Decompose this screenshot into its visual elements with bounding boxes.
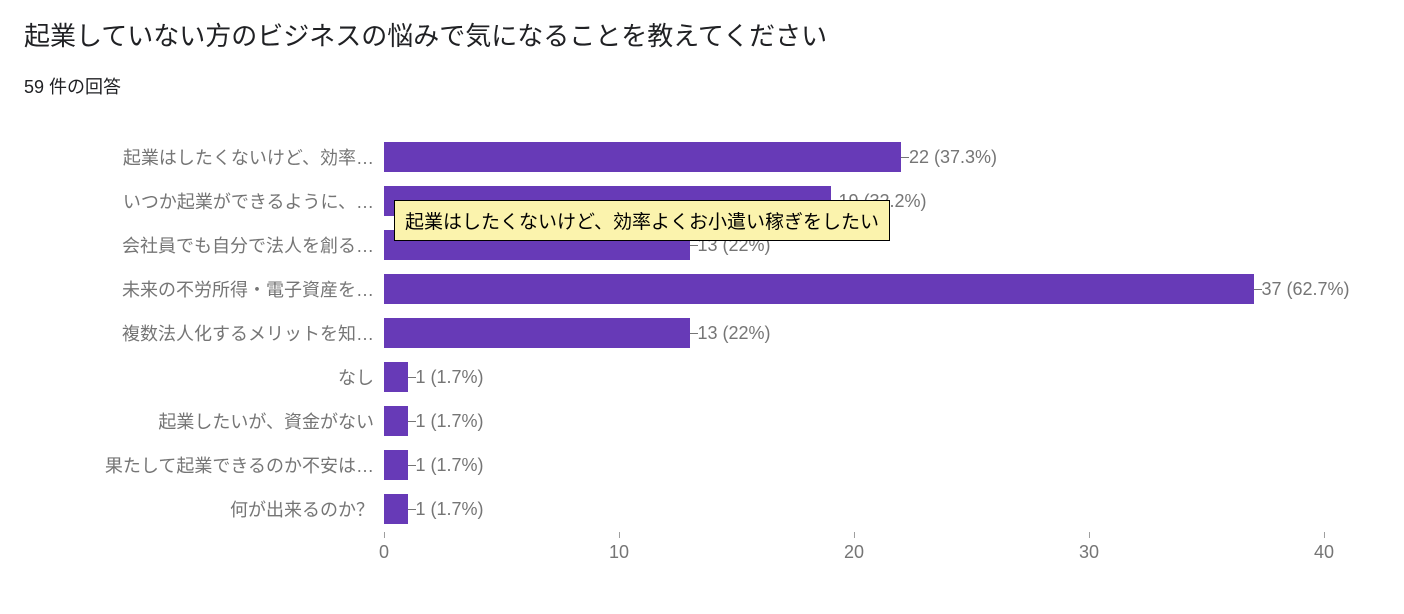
bar-value-label: 13 (22%) (698, 323, 771, 344)
survey-bar-chart: 起業はしたくないけど、効率…22 (37.3%)いつか起業ができるように、…19… (24, 135, 1380, 571)
value-tick (1254, 289, 1262, 290)
x-tick: 40 (1314, 532, 1334, 563)
y-label: 複数法人化するメリットを知… (24, 320, 384, 346)
x-tick: 30 (1079, 532, 1099, 563)
y-label: 何が出来るのか？ (24, 496, 384, 522)
y-label: なし (24, 364, 384, 390)
y-label: 起業はしたくないけど、効率… (24, 144, 384, 170)
chart-row: なし 1 (1.7%) (24, 355, 1380, 399)
response-count: 59 件の回答 (24, 73, 1380, 99)
y-label: 果たして起業できるのか不安は… (24, 452, 384, 478)
y-label: 未来の不労所得・電子資産を… (24, 276, 384, 302)
y-label: いつか起業ができるように、… (24, 188, 384, 214)
value-tick (408, 421, 416, 422)
x-tick: 20 (844, 532, 864, 563)
x-tick: 10 (609, 532, 629, 563)
value-tick (408, 509, 416, 510)
y-label: 会社員でも自分で法人を創る… (24, 232, 384, 258)
chart-row: 何が出来るのか？ 1 (1.7%) (24, 487, 1380, 531)
bar[interactable] (384, 274, 1254, 304)
x-axis: 010203040 (384, 531, 1324, 571)
x-tick-label: 30 (1079, 542, 1099, 563)
bar[interactable] (384, 406, 408, 436)
bar-value-label: 1 (1.7%) (416, 455, 484, 476)
bar-value-label: 1 (1.7%) (416, 499, 484, 520)
bar[interactable] (384, 362, 408, 392)
page-title: 起業していない方のビジネスの悩みで気になることを教えてください (24, 16, 1380, 53)
x-tick-label: 0 (379, 542, 389, 563)
value-tick (690, 333, 698, 334)
y-label: 起業したいが、資金がない (24, 408, 384, 434)
value-tick (408, 465, 416, 466)
value-tick (408, 377, 416, 378)
chart-row: 果たして起業できるのか不安は… 1 (1.7%) (24, 443, 1380, 487)
chart-row: 未来の不労所得・電子資産を… 37 (62.7%) (24, 267, 1380, 311)
bar-value-label: 1 (1.7%) (416, 367, 484, 388)
x-tick-label: 40 (1314, 542, 1334, 563)
chart-row: 複数法人化するメリットを知… 13 (22%) (24, 311, 1380, 355)
x-tick-label: 20 (844, 542, 864, 563)
chart-row: 起業はしたくないけど、効率… 22 (37.3%) (24, 135, 1380, 179)
x-tick-label: 10 (609, 542, 629, 563)
bar[interactable] (384, 494, 408, 524)
bar[interactable] (384, 318, 690, 348)
value-tick (901, 157, 909, 158)
bar[interactable] (384, 450, 408, 480)
bar-value-label: 1 (1.7%) (416, 411, 484, 432)
value-tick (690, 245, 698, 246)
x-tick: 0 (379, 532, 389, 563)
chart-tooltip: 起業はしたくないけど、効率よくお小遣い稼ぎをしたい (394, 200, 890, 241)
bar[interactable] (384, 142, 901, 172)
bar-value-label: 37 (62.7%) (1262, 279, 1350, 300)
bar-value-label: 22 (37.3%) (909, 147, 997, 168)
tooltip-text: 起業はしたくないけど、効率よくお小遣い稼ぎをしたい (405, 212, 879, 233)
chart-row: 起業したいが、資金がない 1 (1.7%) (24, 399, 1380, 443)
